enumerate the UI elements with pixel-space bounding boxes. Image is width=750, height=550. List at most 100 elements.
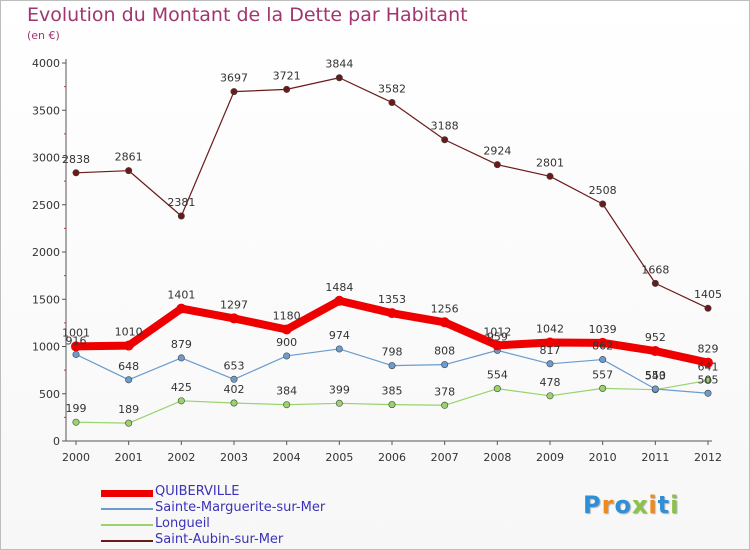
data-label: 189	[118, 403, 139, 416]
data-label: 3582	[378, 83, 406, 96]
data-label: 829	[698, 343, 719, 356]
data-label: 2508	[589, 184, 617, 197]
data-label: 3697	[220, 72, 248, 85]
data-point	[388, 362, 396, 370]
logo-letter: t	[657, 491, 671, 519]
data-label: 2801	[536, 156, 564, 169]
data-label: 557	[592, 368, 613, 381]
data-label: 478	[540, 376, 561, 389]
data-point	[650, 346, 661, 357]
data-point	[439, 317, 450, 328]
data-point	[493, 161, 501, 169]
data-point	[283, 352, 291, 360]
data-point	[283, 401, 291, 409]
data-point	[597, 337, 608, 348]
x-tick-label: 2001	[115, 451, 143, 464]
x-tick-label: 2004	[273, 451, 301, 464]
data-label: 1353	[378, 293, 406, 306]
data-point	[492, 340, 503, 351]
data-label: 550	[645, 369, 666, 382]
data-label: 1042	[536, 323, 564, 336]
data-label: 817	[540, 344, 561, 357]
chart-title: Evolution du Montant de la Dette par Hab…	[27, 4, 468, 26]
y-tick-label: 2500	[32, 199, 60, 212]
logo-letter: i	[670, 491, 680, 519]
data-point	[229, 313, 239, 324]
legend-swatch-saint-aubin	[101, 540, 153, 542]
data-point	[441, 136, 449, 144]
data-point	[283, 85, 291, 93]
legend-swatch-longueil	[101, 524, 153, 526]
y-tick-label: 500	[39, 388, 60, 401]
data-point	[441, 361, 449, 369]
data-point	[281, 324, 292, 335]
data-point	[334, 295, 345, 306]
logo-letter: i	[648, 491, 658, 519]
data-label: 879	[171, 338, 192, 351]
data-point	[125, 376, 133, 384]
data-label: 1180	[273, 309, 301, 322]
data-label: 1484	[325, 281, 353, 294]
data-point	[72, 418, 80, 426]
data-point	[387, 308, 397, 319]
proxiti-logo: Proxiti	[583, 491, 679, 519]
data-label: 1401	[167, 289, 195, 302]
data-point	[545, 337, 555, 348]
data-point	[599, 384, 607, 392]
data-point	[230, 399, 238, 407]
data-point	[71, 341, 81, 352]
data-point	[599, 356, 607, 364]
data-label: 952	[645, 331, 666, 344]
data-point	[599, 200, 607, 208]
x-tick-label: 2012	[694, 451, 722, 464]
legend-label-longueil: Longueil	[155, 516, 210, 531]
data-label: 1256	[431, 302, 459, 315]
x-tick-label: 2011	[641, 451, 669, 464]
data-label: 648	[118, 360, 139, 373]
x-tick-label: 2003	[220, 451, 248, 464]
data-label: 974	[329, 329, 350, 342]
y-tick-label: 4000	[32, 57, 60, 70]
data-label: 378	[434, 385, 455, 398]
chart-subtitle: (en €)	[27, 29, 60, 42]
data-label: 1297	[220, 298, 248, 311]
data-point	[704, 389, 712, 397]
y-tick-label: 3500	[32, 104, 60, 117]
legend-label-saint-aubin: Saint-Aubin-sur-Mer	[155, 532, 284, 547]
legend-label-sainte-marguerite: Sainte-Marguerite-sur-Mer	[155, 500, 326, 515]
data-label: 3844	[325, 58, 353, 71]
data-label: 798	[382, 346, 403, 359]
data-label: 385	[382, 385, 403, 398]
logo-letter: P	[583, 491, 602, 519]
data-label: 3188	[431, 120, 459, 133]
data-point	[546, 392, 554, 400]
data-label: 402	[224, 383, 245, 396]
data-label: 862	[592, 340, 613, 353]
data-point	[388, 401, 396, 409]
data-label: 554	[487, 369, 508, 382]
data-label: 1001	[62, 326, 90, 339]
logo-letter: x	[631, 491, 649, 519]
data-point	[493, 385, 501, 393]
data-point	[177, 354, 185, 362]
data-point	[125, 419, 133, 427]
legend-label-quiberville: QUIBERVILLE	[155, 484, 240, 499]
x-tick-label: 2010	[589, 451, 617, 464]
data-label: 1668	[641, 263, 669, 276]
data-label: 543	[645, 370, 666, 383]
data-label: 653	[224, 359, 245, 372]
data-point	[177, 212, 185, 220]
data-label: 425	[171, 381, 192, 394]
data-label: 399	[329, 383, 350, 396]
y-tick-label: 3000	[32, 152, 60, 165]
data-label: 808	[434, 345, 455, 358]
data-point	[388, 99, 396, 107]
x-tick-label: 2007	[431, 451, 459, 464]
data-point	[335, 345, 343, 353]
data-label: 2381	[167, 196, 195, 209]
data-point	[651, 279, 659, 287]
x-tick-label: 2005	[325, 451, 353, 464]
data-label: 1012	[483, 325, 511, 338]
